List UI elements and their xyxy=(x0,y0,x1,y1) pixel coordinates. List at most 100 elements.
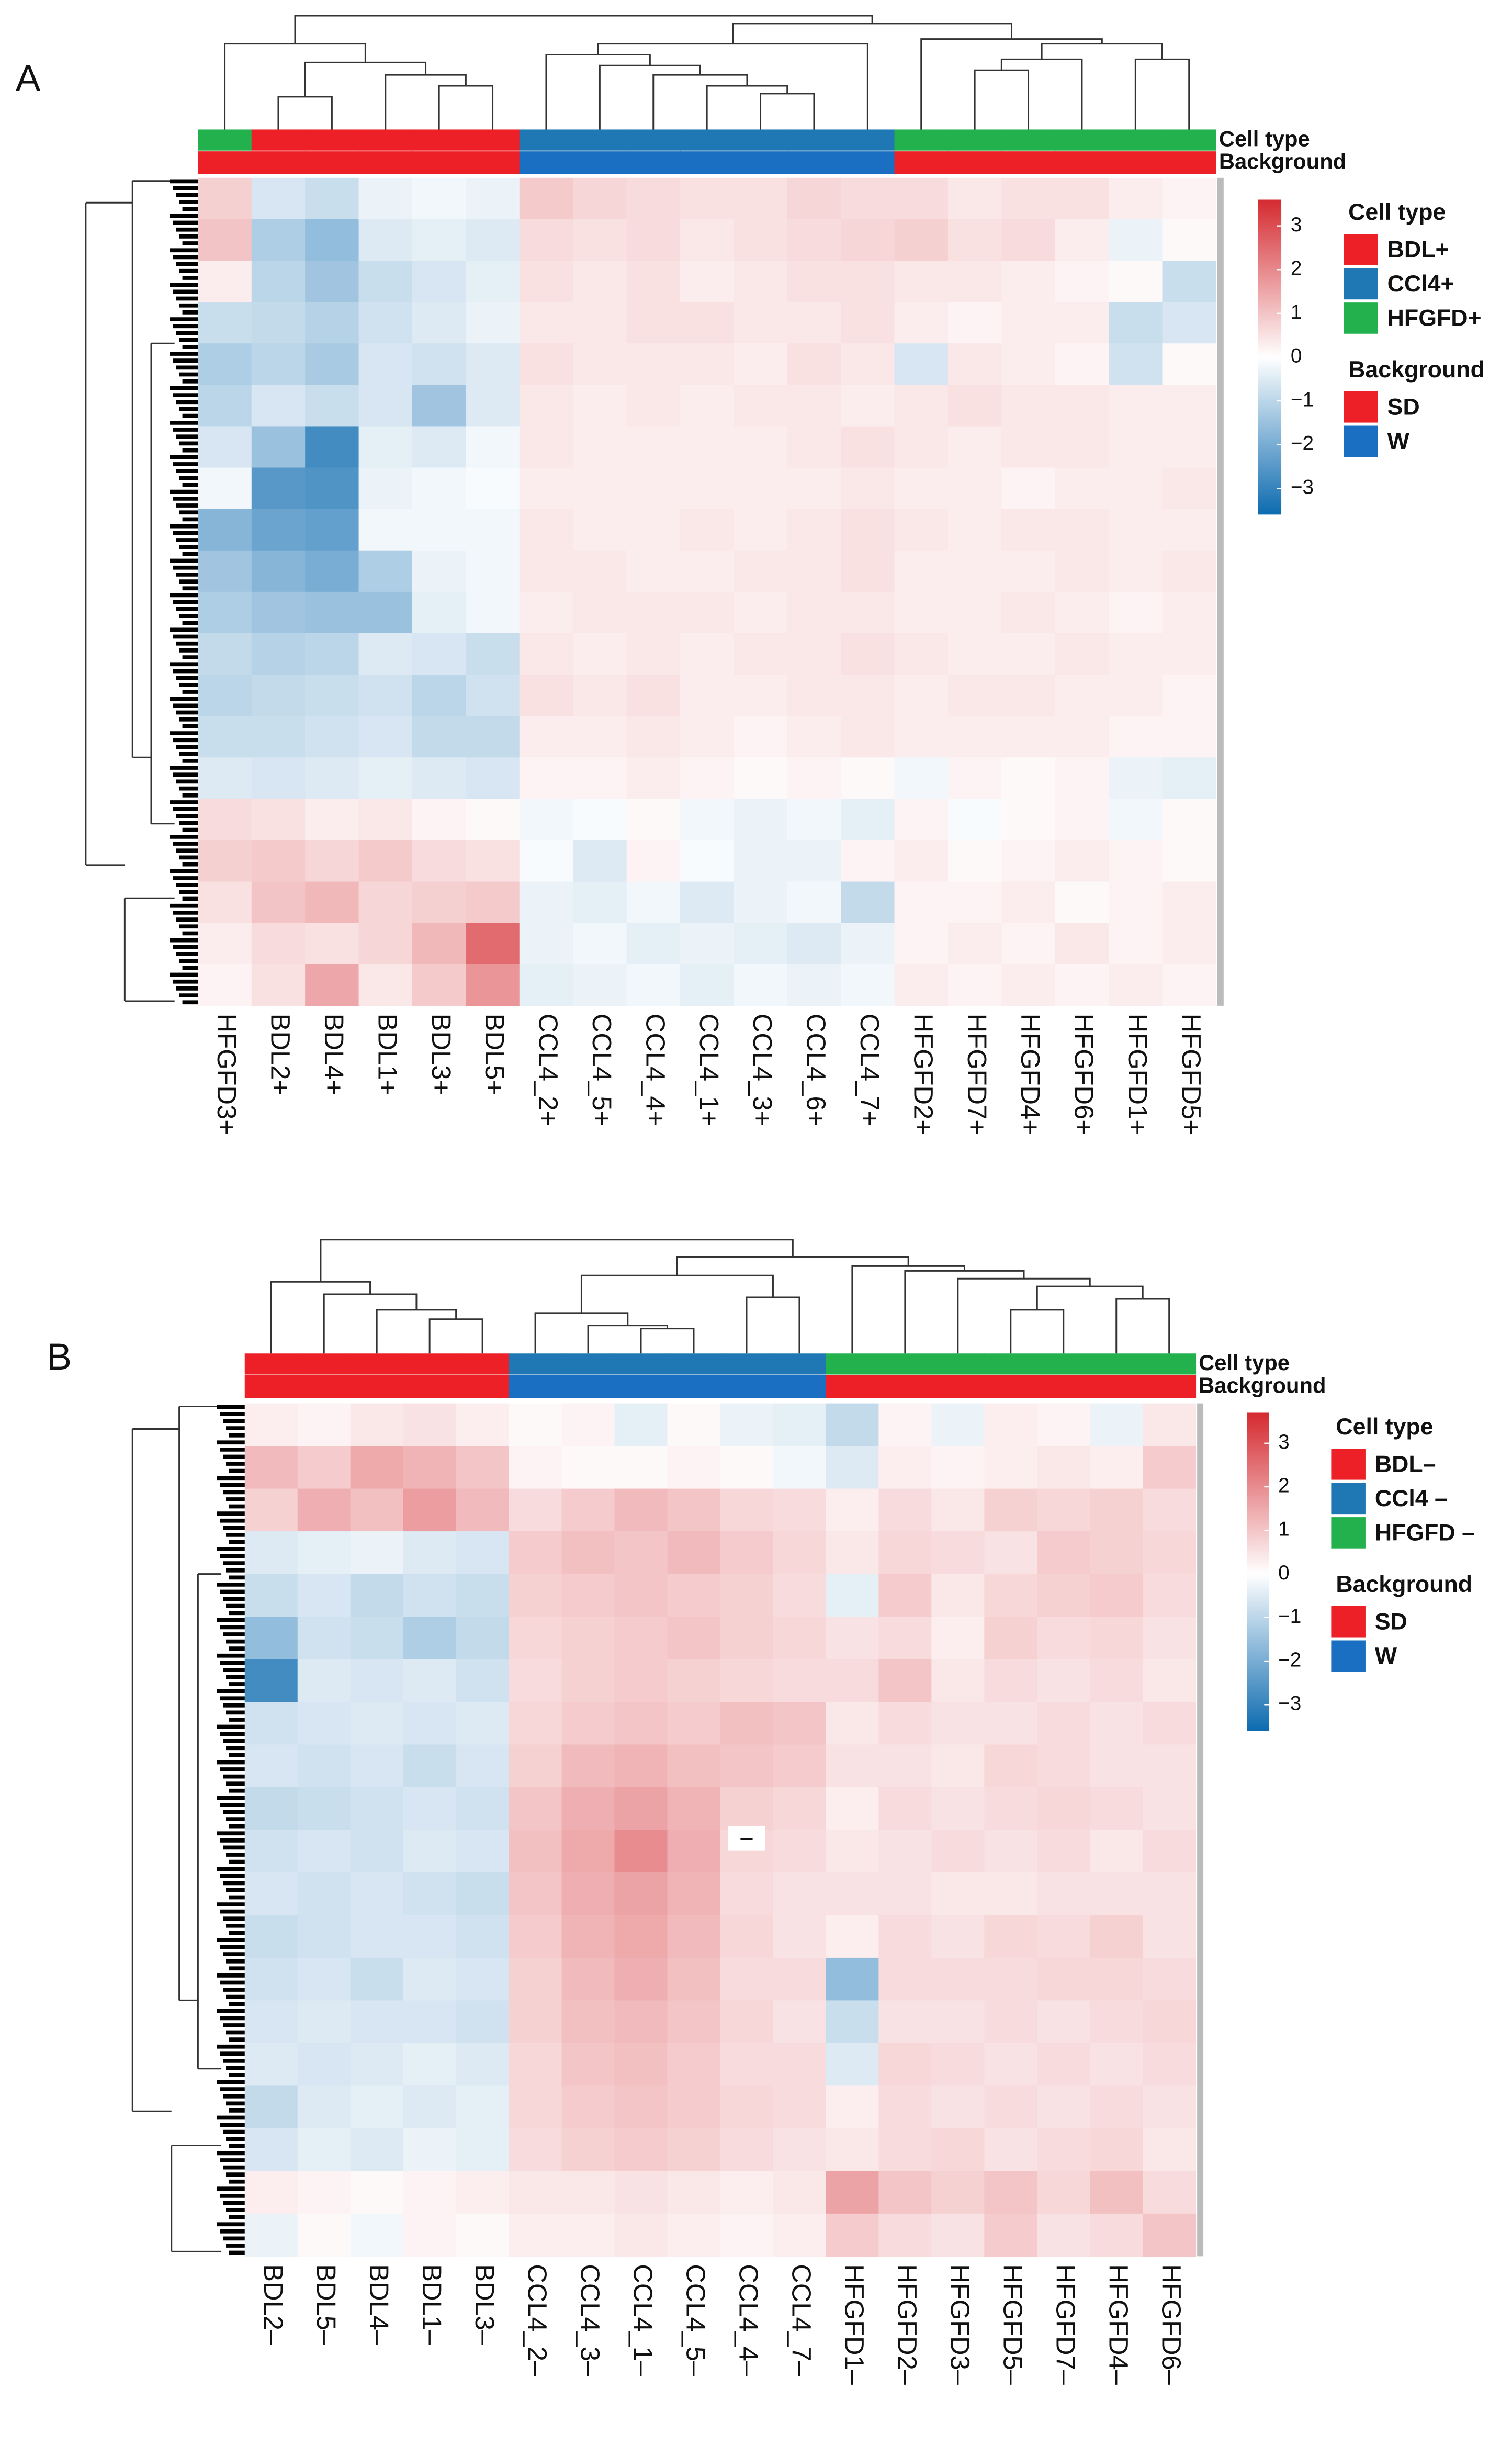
heatmap-cell xyxy=(720,1531,774,1575)
heatmap-cell xyxy=(947,261,1002,303)
heatmap-cell xyxy=(358,716,413,758)
heatmap-cell xyxy=(198,219,252,261)
heatmap-cell xyxy=(305,302,359,344)
heatmap-cell xyxy=(614,1403,668,1446)
annotation-cell xyxy=(1162,151,1216,174)
heatmap-cell xyxy=(626,716,681,758)
annotation-label: Cell type xyxy=(1199,1350,1290,1375)
heatmap-cell xyxy=(894,675,949,717)
heatmap-cell xyxy=(984,1574,1038,1617)
heatmap-cell xyxy=(667,1617,721,1660)
heatmap-cell xyxy=(1109,219,1163,261)
heatmap-cell xyxy=(773,1702,827,1745)
annotation-cell xyxy=(466,151,520,174)
heatmap-cell xyxy=(1090,1446,1144,1489)
heatmap-cell xyxy=(403,1446,457,1489)
heatmap-cell xyxy=(947,509,1002,551)
color-bar-tick-label: −1 xyxy=(1291,388,1314,411)
heatmap-cell xyxy=(573,675,627,717)
heatmap-cell xyxy=(519,426,574,468)
heatmap-cell xyxy=(680,923,735,965)
color-bar-tick-label: 0 xyxy=(1278,1562,1290,1584)
heatmap-cell xyxy=(773,2171,827,2214)
heatmap-cell xyxy=(198,550,252,592)
column-label: HFGFD3+ xyxy=(212,1014,242,1135)
column-label: HFGFD2– xyxy=(892,2264,922,2385)
heatmap-cell xyxy=(573,343,627,386)
heatmap-cell xyxy=(305,923,359,965)
heatmap-cell xyxy=(1001,923,1056,965)
heatmap-cell xyxy=(456,2085,510,2129)
legend-swatch xyxy=(1344,391,1378,423)
heatmap-cell xyxy=(614,1446,668,1489)
heatmap-cell xyxy=(931,1872,985,1916)
heatmap-cell xyxy=(626,219,681,261)
heatmap-cell xyxy=(773,1531,827,1575)
heatmap-cell xyxy=(198,964,252,1006)
panel-label: A xyxy=(16,58,41,99)
column-dendrogram xyxy=(746,1296,800,1354)
annotation-cell xyxy=(1109,129,1163,151)
heatmap-cell xyxy=(680,177,735,220)
heatmap-cell xyxy=(614,2000,668,2044)
annotation-cell xyxy=(947,151,1002,174)
heatmap-cell xyxy=(878,2085,932,2129)
heatmap-cell xyxy=(251,675,306,717)
heatmap-cell xyxy=(403,1787,457,1831)
heatmap-cell xyxy=(787,219,842,261)
heatmap-cell xyxy=(720,1744,774,1788)
heatmap-cell xyxy=(1055,757,1110,800)
heatmap-cell xyxy=(878,1915,932,1958)
heatmap-cell xyxy=(251,261,306,303)
heatmap-cell xyxy=(894,219,949,261)
annotation-cell xyxy=(519,151,574,174)
annotation-cell xyxy=(509,1353,562,1375)
heatmap-cell xyxy=(466,550,520,592)
heatmap-cell xyxy=(573,467,627,510)
heatmap-cell xyxy=(734,385,788,427)
column-label: HFGFD7+ xyxy=(962,1014,992,1135)
heatmap-cell xyxy=(931,1957,985,2001)
heatmap-cell xyxy=(667,2171,721,2214)
heatmap-cell xyxy=(984,2128,1038,2172)
column-label: BDL5– xyxy=(311,2264,341,2346)
heatmap-cell xyxy=(894,716,949,758)
color-bar-tick-label: 3 xyxy=(1291,214,1302,236)
heatmap-cell xyxy=(931,1446,985,1489)
heatmap-cell xyxy=(573,385,627,427)
heatmap-cell xyxy=(358,219,413,261)
heatmap-cell xyxy=(614,1617,668,1660)
heatmap-cell xyxy=(1109,881,1163,924)
heatmap-cell xyxy=(1037,2043,1091,2087)
heatmap-cell xyxy=(358,302,413,344)
heatmap-cell xyxy=(305,219,359,261)
heatmap-cell xyxy=(519,343,574,386)
column-label: HFGFD5+ xyxy=(1176,1014,1206,1135)
heatmap-cell xyxy=(787,964,842,1006)
heatmap-cell xyxy=(626,509,681,551)
column-dendrogram xyxy=(1115,1298,1170,1354)
legend-label: BDL+ xyxy=(1387,237,1449,263)
heatmap-cell xyxy=(1090,1957,1144,2001)
heatmap-cell xyxy=(878,1531,932,1575)
annotation-cell xyxy=(456,1375,510,1398)
heatmap-cell xyxy=(573,591,627,634)
column-label: CCL4_5+ xyxy=(587,1014,617,1126)
annotation-cell xyxy=(720,1375,774,1398)
heatmap-cell xyxy=(931,1830,985,1873)
heatmap-cell xyxy=(1001,385,1056,427)
heatmap-cell xyxy=(251,757,306,800)
annotation-cell xyxy=(403,1353,457,1375)
column-dendrogram xyxy=(957,1277,1091,1354)
heatmap-cell xyxy=(412,509,467,551)
heatmap-cell xyxy=(519,923,574,965)
heatmap-cell xyxy=(466,881,520,924)
heatmap-cell xyxy=(297,1787,351,1831)
heatmap-cell xyxy=(667,1744,721,1788)
heatmap-cell xyxy=(1037,1488,1091,1532)
heatmap-cell xyxy=(931,2213,985,2257)
heatmap-cell xyxy=(1143,1872,1197,1916)
annotation-label: Background xyxy=(1199,1373,1326,1397)
heatmap-cell xyxy=(773,1957,827,2001)
heatmap-cell xyxy=(894,591,949,634)
